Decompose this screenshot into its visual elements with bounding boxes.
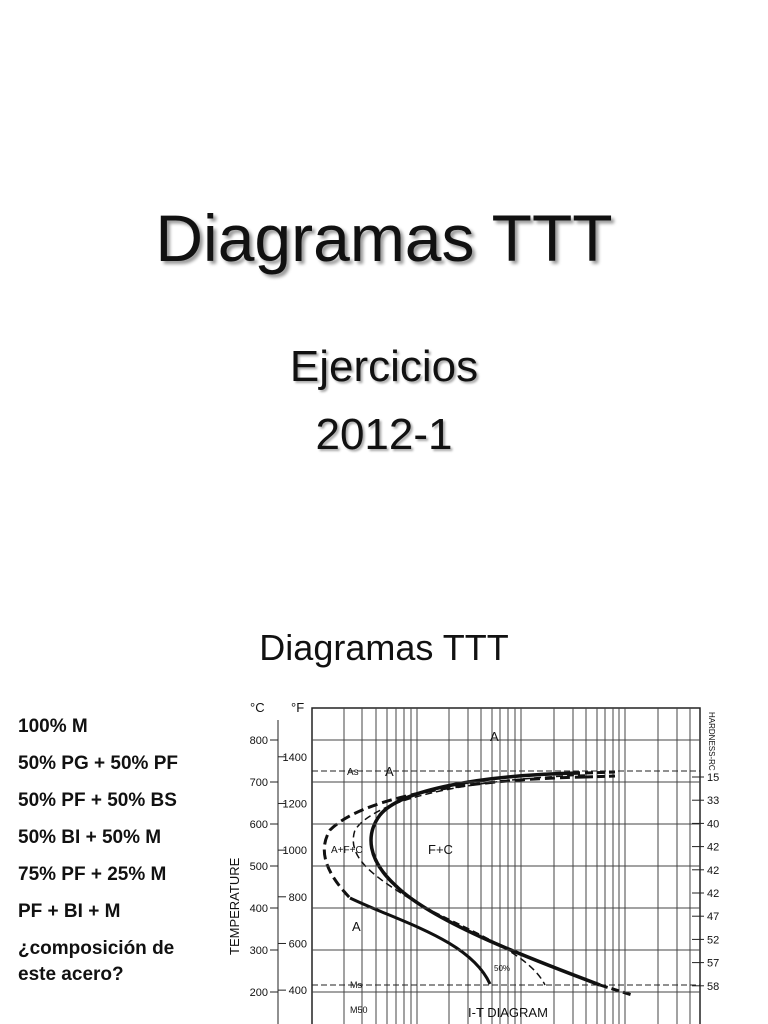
diagram-label: Ms [350, 980, 362, 990]
diagram-label: A [490, 729, 499, 744]
list-item: 75% PF + 25% M [18, 864, 167, 885]
celsius-tick-label: 300 [250, 945, 268, 957]
list-item: 50% PF + 50% BS [18, 790, 177, 811]
fahrenheit-tick-label: 800 [289, 892, 307, 904]
list-item: 50% BI + 50% M [18, 827, 162, 848]
slide-title: Diagramas TTT [155, 201, 613, 275]
celsius-tick-label: 700 [250, 777, 268, 789]
diagram-label: F+C [428, 842, 453, 857]
hardness-label: HARDNESS-RC [707, 712, 716, 771]
diagram-label: I-T DIAGRAM [468, 1005, 548, 1020]
unit-label: °F [291, 700, 304, 715]
y-axis-label: TEMPERATURE [227, 857, 242, 955]
diagram-label: A [352, 919, 361, 934]
curves [322, 770, 633, 997]
hardness-value: 33 [707, 795, 719, 807]
fahrenheit-tick-label: 400 [289, 985, 307, 997]
subtitle: 2012-1 [315, 410, 453, 459]
diagram-label: M50 [350, 1005, 368, 1015]
unit-label: °C [250, 700, 265, 715]
hardness-value: 42 [707, 888, 719, 900]
list-item: este acero? [18, 964, 124, 985]
list-item: 100% M [18, 716, 88, 737]
hardness-value: 15 [707, 772, 719, 784]
hardness-value: 42 [707, 842, 719, 854]
fahrenheit-tick-label: 600 [289, 938, 307, 950]
slide-title: Diagramas TTT [259, 627, 509, 668]
celsius-tick-label: 400 [250, 903, 268, 915]
list-item: PF + BI + M [18, 901, 121, 922]
celsius-tick-label: 500 [250, 861, 268, 873]
diagram-label: A+F+C [331, 845, 363, 856]
celsius-tick-label: 200 [250, 987, 268, 999]
hardness-value: 52 [707, 934, 719, 946]
diagram-label: A [385, 764, 394, 779]
fahrenheit-tick-label: 1400 [283, 752, 307, 764]
subtitle: Ejercicios [289, 342, 479, 391]
celsius-tick-label: 600 [250, 819, 268, 831]
hardness-value: 42 [707, 865, 719, 877]
hardness-value: 57 [707, 958, 719, 970]
fahrenheit-tick-label: 1200 [283, 798, 307, 810]
list-item: 50% PG + 50% PF [18, 753, 178, 774]
hardness-value: 40 [707, 818, 719, 830]
fahrenheit-tick-label: 1000 [283, 845, 307, 857]
list-item: ¿composición de [18, 938, 175, 959]
hardness-value: 58 [707, 981, 719, 993]
hardness-value: 47 [707, 911, 719, 923]
celsius-tick-label: 800 [250, 735, 268, 747]
diagram-label: 50% [494, 964, 510, 973]
plot-frame [311, 707, 701, 1024]
diagram-label: As [347, 767, 359, 778]
